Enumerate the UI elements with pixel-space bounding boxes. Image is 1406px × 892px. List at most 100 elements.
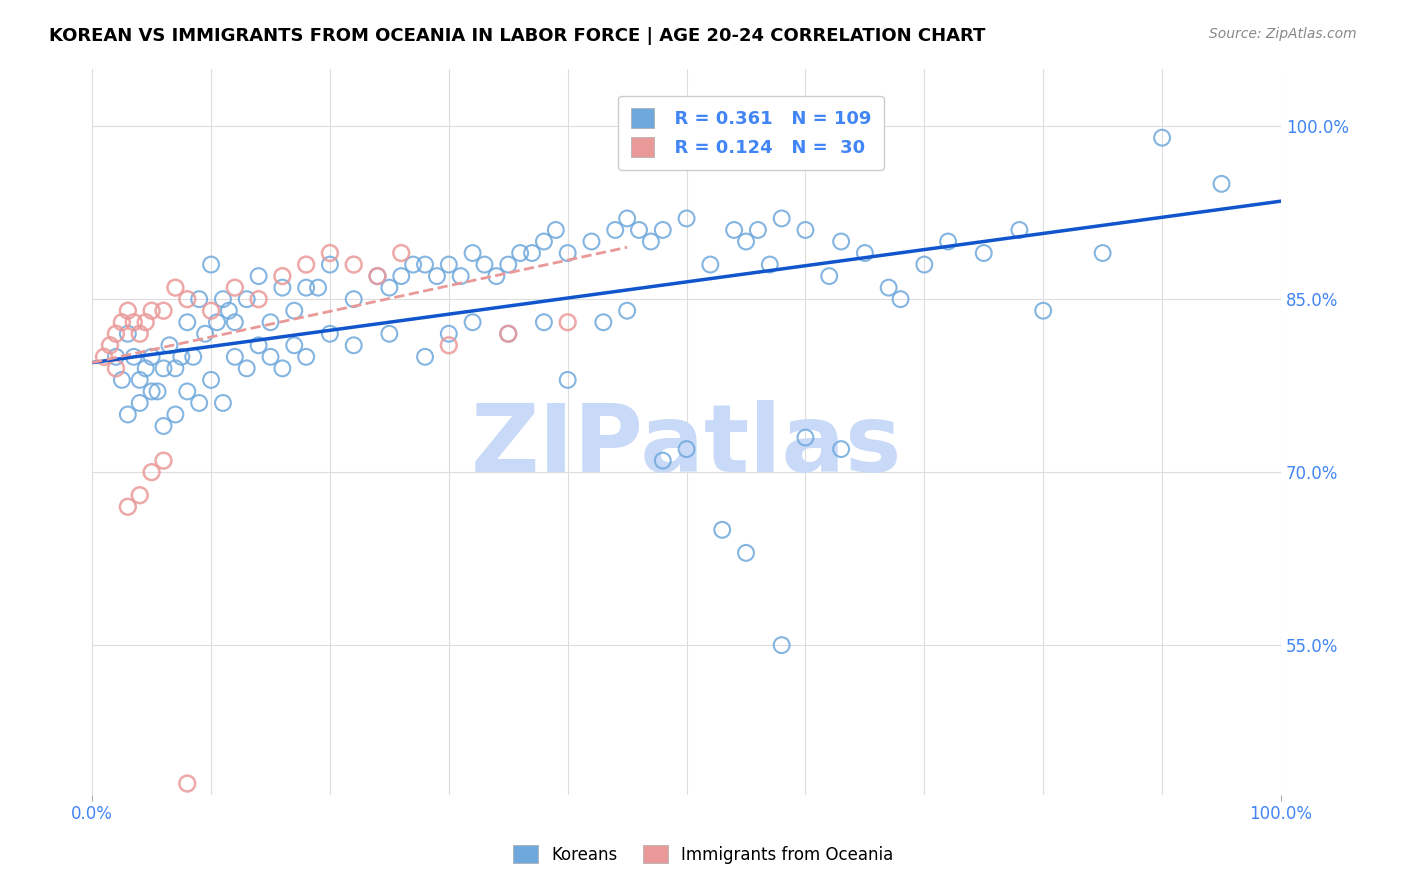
Point <box>402 258 425 272</box>
Point <box>176 315 198 329</box>
Point <box>104 361 127 376</box>
Point <box>152 453 174 467</box>
Point <box>343 258 366 272</box>
Point <box>557 246 579 260</box>
Point <box>259 350 281 364</box>
Point <box>165 408 187 422</box>
Point <box>271 269 294 284</box>
Point <box>176 776 198 790</box>
Point <box>711 523 734 537</box>
Point <box>128 373 150 387</box>
Point <box>205 315 228 329</box>
Point <box>735 546 758 560</box>
Point <box>675 211 697 226</box>
Point <box>122 315 145 329</box>
Point <box>1152 130 1174 145</box>
Point <box>605 223 627 237</box>
Point <box>770 638 793 652</box>
Point <box>1032 303 1054 318</box>
Point <box>165 280 187 294</box>
Point <box>224 350 246 364</box>
Point <box>912 258 935 272</box>
Point <box>235 361 257 376</box>
Point <box>770 211 793 226</box>
Point <box>437 338 460 352</box>
Point <box>152 303 174 318</box>
Point <box>200 258 222 272</box>
Point <box>830 235 852 249</box>
Point <box>426 269 449 284</box>
Point <box>141 384 163 399</box>
Point <box>122 350 145 364</box>
Point <box>141 350 163 364</box>
Point <box>461 315 484 329</box>
Legend: Koreans, Immigrants from Oceania: Koreans, Immigrants from Oceania <box>506 838 900 871</box>
Point <box>533 315 555 329</box>
Point <box>794 223 817 237</box>
Point <box>366 269 388 284</box>
Point <box>141 303 163 318</box>
Point <box>640 235 662 249</box>
Point <box>247 269 270 284</box>
Text: ZIPatlas: ZIPatlas <box>471 401 903 492</box>
Point <box>128 488 150 502</box>
Point <box>128 396 150 410</box>
Point <box>128 326 150 341</box>
Point <box>936 235 959 249</box>
Point <box>159 338 181 352</box>
Point <box>378 280 401 294</box>
Point <box>616 303 638 318</box>
Point <box>307 280 329 294</box>
Point <box>557 373 579 387</box>
Point <box>117 500 139 514</box>
Point <box>474 258 496 272</box>
Point <box>259 315 281 329</box>
Point <box>271 280 294 294</box>
Point <box>699 258 721 272</box>
Point <box>890 292 912 306</box>
Point <box>93 350 115 364</box>
Point <box>194 326 217 341</box>
Point <box>675 442 697 456</box>
Point <box>366 269 388 284</box>
Point <box>135 315 157 329</box>
Point <box>188 292 211 306</box>
Point <box>212 396 235 410</box>
Point <box>224 315 246 329</box>
Point <box>496 258 519 272</box>
Point <box>135 361 157 376</box>
Point <box>117 303 139 318</box>
Text: KOREAN VS IMMIGRANTS FROM OCEANIA IN LABOR FORCE | AGE 20-24 CORRELATION CHART: KOREAN VS IMMIGRANTS FROM OCEANIA IN LAB… <box>49 27 986 45</box>
Point <box>181 350 204 364</box>
Point <box>461 246 484 260</box>
Point <box>117 408 139 422</box>
Point <box>176 292 198 306</box>
Point <box>723 223 745 237</box>
Point <box>111 373 134 387</box>
Point <box>165 361 187 376</box>
Point <box>592 315 614 329</box>
Point <box>747 223 769 237</box>
Text: Source: ZipAtlas.com: Source: ZipAtlas.com <box>1209 27 1357 41</box>
Point <box>104 326 127 341</box>
Point <box>152 361 174 376</box>
Legend:   R = 0.361   N = 109,   R = 0.124   N =  30: R = 0.361 N = 109, R = 0.124 N = 30 <box>619 95 884 169</box>
Point <box>283 338 305 352</box>
Point <box>295 350 318 364</box>
Point <box>200 303 222 318</box>
Point <box>98 338 121 352</box>
Point <box>111 315 134 329</box>
Point <box>651 453 673 467</box>
Point <box>581 235 603 249</box>
Point <box>450 269 472 284</box>
Point <box>1211 177 1233 191</box>
Point <box>496 326 519 341</box>
Point <box>877 280 900 294</box>
Point <box>170 350 193 364</box>
Point <box>319 246 342 260</box>
Point <box>176 384 198 399</box>
Point <box>218 303 240 318</box>
Point <box>319 258 342 272</box>
Point <box>224 280 246 294</box>
Point <box>1008 223 1031 237</box>
